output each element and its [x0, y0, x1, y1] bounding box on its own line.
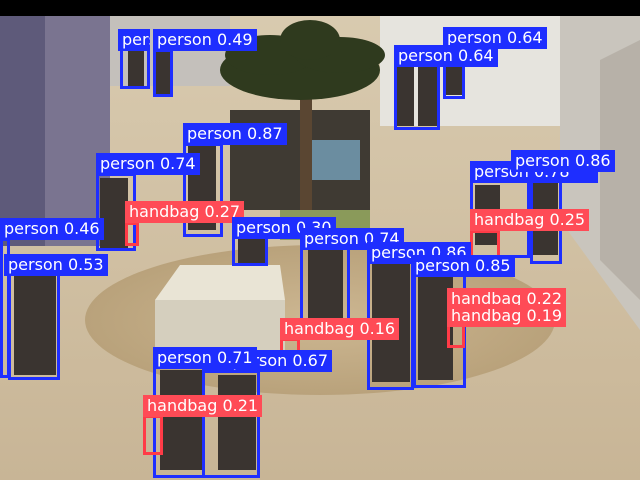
- handbag-label: handbag 0.19: [447, 305, 567, 327]
- person-label: person: [118, 29, 150, 51]
- person-label: person 0.49: [153, 29, 257, 51]
- handbag-label: handbag 0.21: [143, 395, 263, 417]
- person-box: [8, 272, 60, 380]
- left-storefront-shade: [0, 16, 45, 246]
- person-box: [153, 49, 173, 97]
- person-box: [394, 63, 440, 130]
- right-window: [600, 40, 640, 300]
- person-label: person 0.64: [443, 27, 547, 49]
- palm-trunk: [300, 90, 312, 210]
- person-box: [202, 370, 260, 478]
- person-label: person 0.64: [394, 45, 498, 67]
- person-label: person 0.85: [411, 255, 515, 277]
- handbag-label: handbag 0.16: [280, 318, 400, 340]
- people-silhouettes: [14, 42, 558, 470]
- palm-leaves: [220, 20, 385, 100]
- person-label: person 0.87: [183, 123, 287, 145]
- handbag-label: handbag 0.22: [447, 288, 567, 310]
- handbag-label: handbag 0.25: [470, 209, 590, 231]
- person-label: person 0.46: [0, 218, 104, 240]
- handbag-box: [143, 415, 163, 455]
- handbag-box: [470, 230, 500, 258]
- info-kiosk-front: [155, 300, 285, 350]
- person-label: person 0.86: [511, 150, 615, 172]
- handbag-box: [125, 222, 139, 246]
- person-label: person 0.74: [96, 153, 200, 175]
- person-label: person 0.71: [153, 347, 257, 369]
- handbag-label: handbag 0.27: [125, 201, 245, 223]
- top-bar: [0, 0, 640, 16]
- person-box: [120, 45, 150, 89]
- person-label: person 0.53: [4, 254, 108, 276]
